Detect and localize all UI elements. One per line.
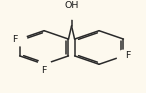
Text: F: F bbox=[41, 66, 47, 75]
Text: F: F bbox=[12, 35, 18, 44]
Text: F: F bbox=[126, 51, 131, 60]
Text: OH: OH bbox=[64, 1, 79, 10]
